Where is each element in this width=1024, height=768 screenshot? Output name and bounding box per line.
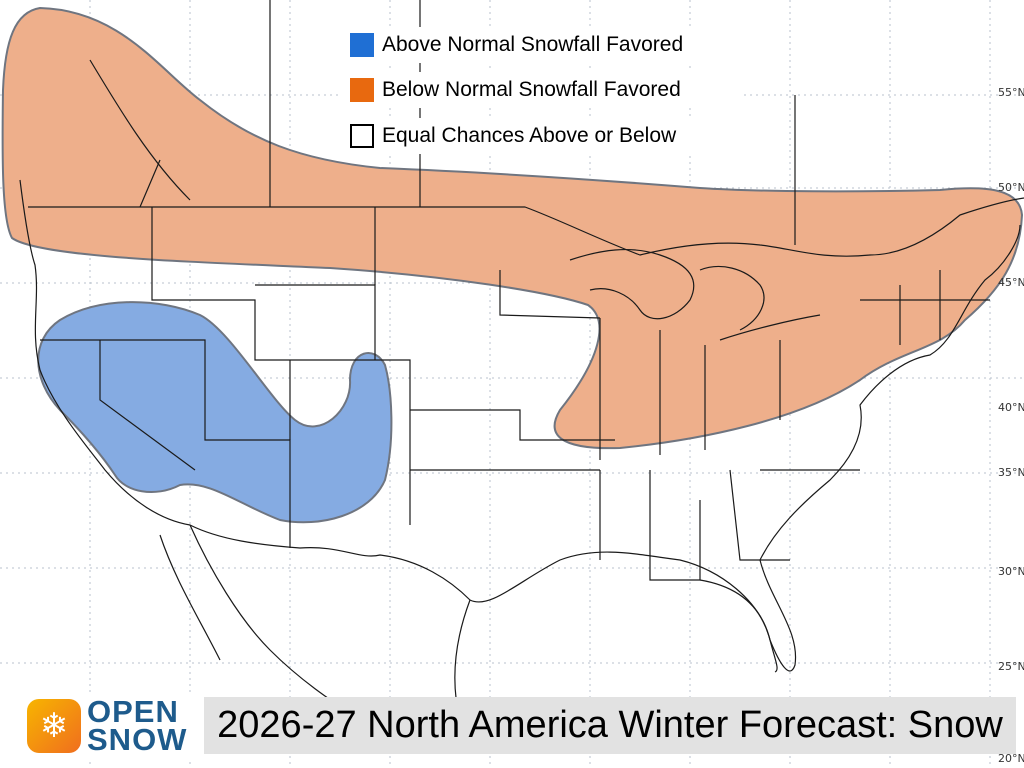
title-bar: 2026-27 North America Winter Forecast: S… — [204, 697, 1016, 754]
latitude-label-35: 35°N — [998, 466, 1024, 479]
latitude-label-25: 25°N — [998, 660, 1024, 673]
political-boundaries — [19, 0, 1024, 721]
legend-swatch-below — [350, 78, 374, 102]
legend-label-below: Below Normal Snowfall Favored — [382, 78, 681, 101]
opensnow-logo: ❄ OPEN SNOW — [13, 692, 199, 760]
legend-item-equal: Equal Chances Above or Below — [340, 118, 740, 154]
latitude-label-45: 45°N — [998, 276, 1024, 289]
legend-label-above: Above Normal Snowfall Favored — [382, 33, 684, 56]
latitude-label-30: 30°N — [998, 565, 1024, 578]
legend-item-below: Below Normal Snowfall Favored — [340, 72, 740, 108]
legend-swatch-above — [350, 33, 374, 57]
map-title: 2026-27 North America Winter Forecast: S… — [217, 704, 1003, 746]
legend-label-equal: Equal Chances Above or Below — [382, 124, 677, 147]
snowflake-icon: ❄ — [27, 699, 81, 753]
legend-item-above: Above Normal Snowfall Favored — [340, 27, 740, 63]
legend-swatch-equal — [350, 124, 374, 148]
latitude-label-20: 20°N — [998, 752, 1024, 765]
above-normal-region — [37, 301, 393, 524]
latitude-label-40: 40°N — [998, 401, 1024, 414]
below-normal-region — [1, 6, 1024, 450]
logo-word-open: OPEN — [87, 694, 179, 729]
logo-word-snow: SNOW — [87, 722, 188, 757]
latitude-label-55: 55°N — [998, 86, 1024, 99]
latitude-label-50: 50°N — [998, 181, 1024, 194]
